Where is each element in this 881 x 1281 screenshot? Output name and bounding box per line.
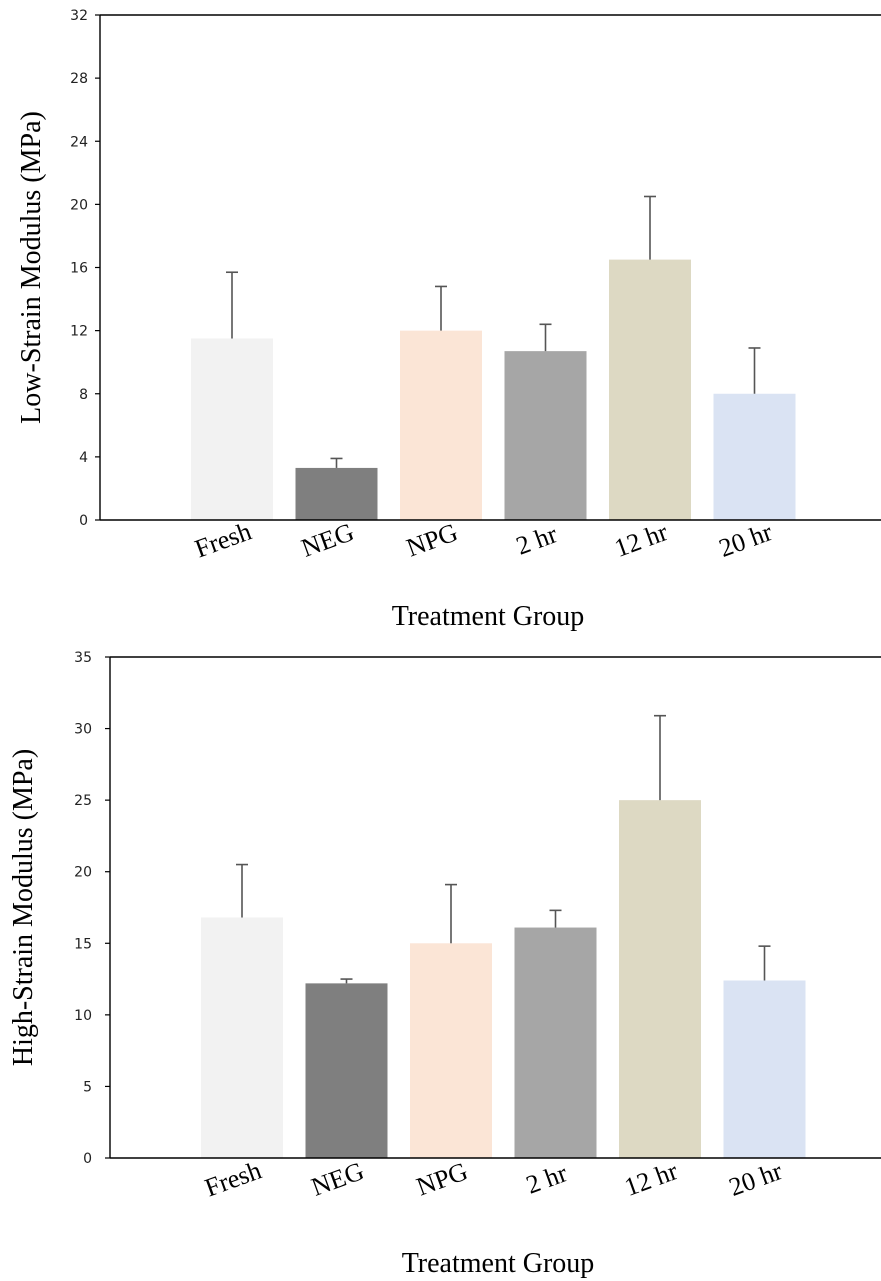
y-tick-label: 10 xyxy=(74,1008,92,1024)
bar-12-hr xyxy=(619,800,701,1158)
category-label: 12 hr xyxy=(611,517,672,563)
category-label: NPG xyxy=(403,517,462,562)
category-label: NPG xyxy=(413,1156,472,1201)
y-tick-label: 8 xyxy=(79,387,88,403)
y-tick-label: 15 xyxy=(74,936,92,952)
y-tick-label: 0 xyxy=(79,513,88,529)
bar-npg xyxy=(410,943,492,1158)
category-label: Fresh xyxy=(201,1156,265,1203)
bar-20-hr xyxy=(723,980,806,1158)
category-label: 2 hr xyxy=(512,519,561,560)
y-tick-label: 4 xyxy=(79,450,88,466)
category-label: 20 hr xyxy=(725,1156,786,1202)
y-tick-label: 35 xyxy=(74,650,92,666)
chart-high-strain: 0 5 10 15 20 25 30 35 Fresh NEG NPG 2 hr 12 hr 20 hr T… xyxy=(8,650,881,1279)
bar-12-hr xyxy=(609,259,691,520)
y-tick-label: 0 xyxy=(83,1151,92,1167)
category-label: 12 hr xyxy=(621,1156,682,1202)
bar-2-hr xyxy=(504,351,587,520)
y-tick-label: 25 xyxy=(74,793,92,809)
y-tick-label: 24 xyxy=(70,134,88,150)
y-tick-label: 28 xyxy=(70,71,88,87)
bar-npg xyxy=(400,330,482,520)
y-tick-label: 5 xyxy=(83,1079,92,1095)
bar-2-hr xyxy=(514,927,597,1158)
category-label: NEG xyxy=(308,1156,368,1202)
bar-neg xyxy=(305,983,388,1158)
y-tick-label: 12 xyxy=(70,324,88,340)
bar-fresh xyxy=(191,338,273,520)
y-tick-label: 16 xyxy=(70,261,88,277)
category-label: NEG xyxy=(298,517,358,563)
category-label: 2 hr xyxy=(522,1158,571,1199)
y-axis-title: High-Strain Modulus (MPa) xyxy=(8,749,39,1066)
bar-fresh xyxy=(201,917,283,1158)
y-tick-label: 20 xyxy=(70,197,88,213)
category-label: 20 hr xyxy=(715,517,776,563)
category-label: Fresh xyxy=(191,517,255,564)
y-tick-label: 20 xyxy=(74,865,92,881)
bar-20-hr xyxy=(713,393,796,520)
y-tick-label: 32 xyxy=(70,8,88,24)
bar-neg xyxy=(295,467,378,520)
x-axis-title: Treatment Group xyxy=(402,1248,595,1279)
y-axis-title: Low-Strain Modulus (MPa) xyxy=(16,111,47,424)
x-axis-title: Treatment Group xyxy=(392,601,585,632)
y-tick-label: 30 xyxy=(74,722,92,738)
chart-low-strain: 0 4 8 12 16 20 24 28 32 Fresh NEG NPG 2 hr 12 hr 20 hr… xyxy=(16,8,881,632)
